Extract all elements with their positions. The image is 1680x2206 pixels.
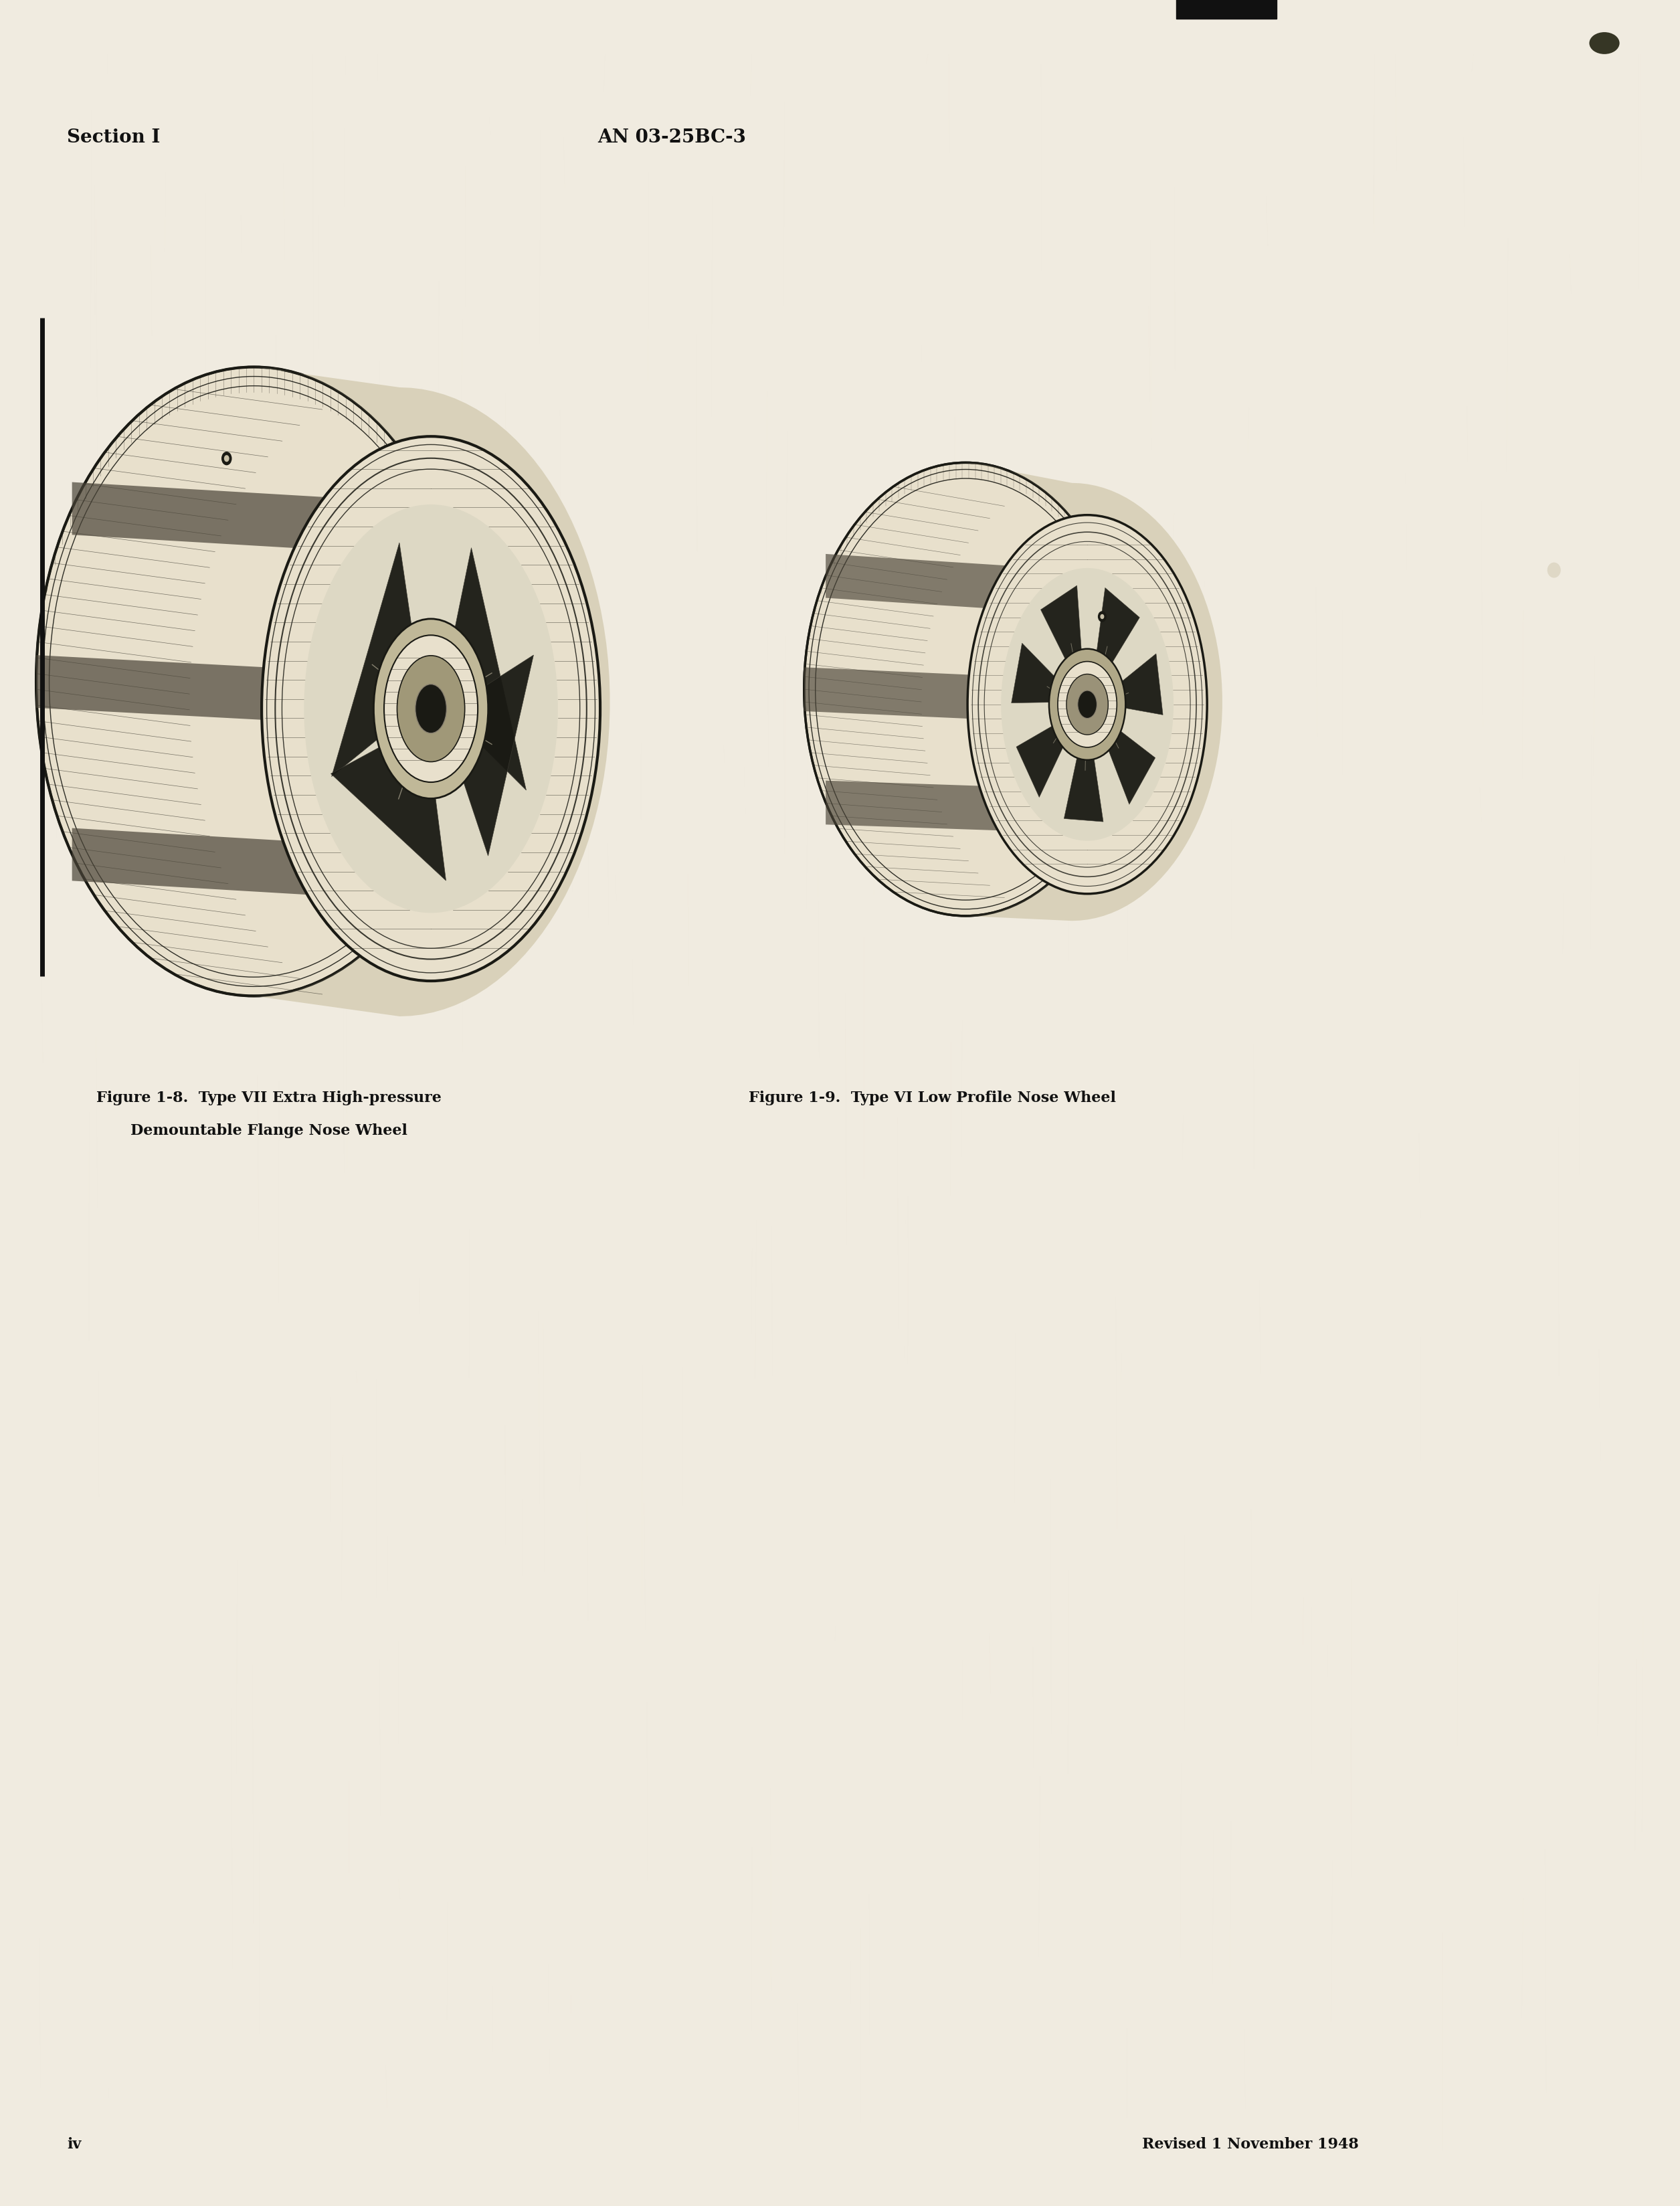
Polygon shape <box>37 655 420 728</box>
Polygon shape <box>1063 739 1104 821</box>
Polygon shape <box>331 543 417 777</box>
Ellipse shape <box>1067 675 1109 735</box>
Ellipse shape <box>415 684 447 732</box>
Ellipse shape <box>1001 567 1174 840</box>
Text: Figure 1-8.  Type VII Extra High-pressure: Figure 1-8. Type VII Extra High-pressure <box>96 1090 442 1105</box>
Ellipse shape <box>304 505 558 913</box>
Circle shape <box>1100 615 1104 618</box>
Ellipse shape <box>1589 33 1620 55</box>
Ellipse shape <box>373 620 489 799</box>
Ellipse shape <box>385 635 477 783</box>
Polygon shape <box>1040 585 1082 675</box>
Ellipse shape <box>222 452 232 465</box>
Bar <box>1176 0 1277 20</box>
Polygon shape <box>1011 644 1065 704</box>
Polygon shape <box>1110 653 1163 715</box>
Polygon shape <box>254 366 610 1017</box>
Polygon shape <box>452 655 534 856</box>
Ellipse shape <box>1058 662 1117 748</box>
Polygon shape <box>331 735 445 880</box>
Polygon shape <box>825 781 1082 834</box>
Text: Figure 1-9.  Type VI Low Profile Nose Wheel: Figure 1-9. Type VI Low Profile Nose Whe… <box>749 1090 1116 1105</box>
Ellipse shape <box>968 514 1206 893</box>
Ellipse shape <box>396 655 465 761</box>
Text: iv: iv <box>67 2138 82 2151</box>
Polygon shape <box>1016 719 1070 796</box>
Circle shape <box>1099 611 1105 622</box>
Polygon shape <box>1102 721 1156 805</box>
Ellipse shape <box>37 366 472 995</box>
Polygon shape <box>825 554 1082 613</box>
Ellipse shape <box>805 463 1127 915</box>
Text: Demountable Flange Nose Wheel: Demountable Flange Nose Wheel <box>131 1123 407 1138</box>
Polygon shape <box>966 463 1223 920</box>
Polygon shape <box>805 666 1084 724</box>
Text: AN 03-25BC-3: AN 03-25BC-3 <box>598 128 746 146</box>
Ellipse shape <box>1079 690 1097 719</box>
Text: Section I: Section I <box>67 128 161 146</box>
Polygon shape <box>72 827 417 902</box>
Polygon shape <box>449 547 526 790</box>
Ellipse shape <box>1547 563 1561 578</box>
Text: Revised 1 November 1948: Revised 1 November 1948 <box>1142 2138 1359 2151</box>
Polygon shape <box>1094 587 1139 677</box>
Ellipse shape <box>1048 649 1126 759</box>
Ellipse shape <box>223 454 228 461</box>
Polygon shape <box>72 483 417 556</box>
Ellipse shape <box>1504 254 1554 346</box>
Ellipse shape <box>262 437 600 982</box>
